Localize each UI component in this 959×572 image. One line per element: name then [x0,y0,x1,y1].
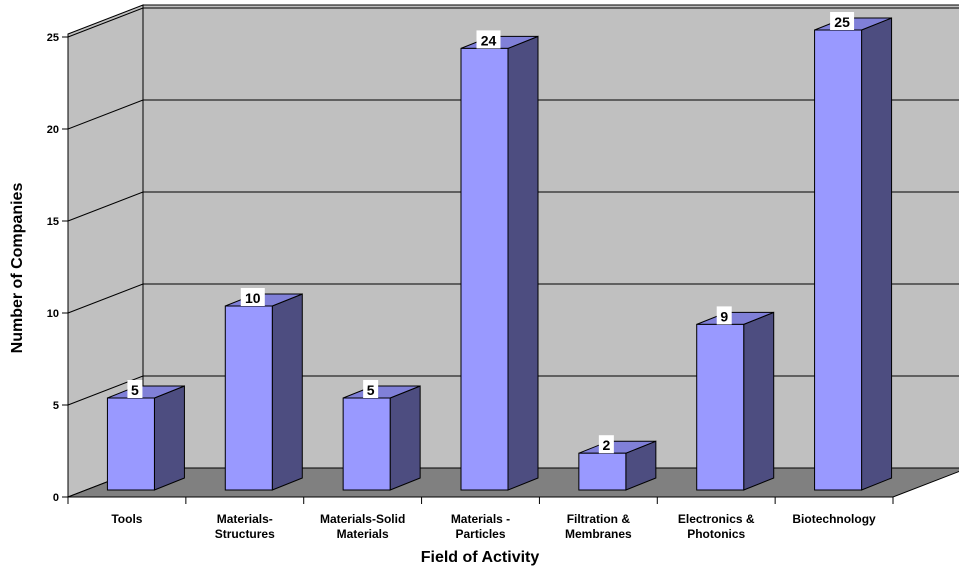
y-axis-title: Number of Companies [9,183,26,354]
data-label-text: 10 [245,290,261,306]
gridline [67,99,959,130]
bar-side [389,385,421,491]
category-label: Materials -Particles [451,512,510,541]
data-label-box [240,288,265,306]
bar-front [696,323,745,491]
data-label-box [476,30,501,49]
data-label: 25 [830,12,855,30]
bar-front [106,397,155,491]
data-label: 24 [476,30,501,49]
data-label-box [716,306,732,325]
data-label-box [127,380,143,398]
data-label-text: 24 [481,32,497,48]
bar [696,311,775,491]
category-label: Filtration & Membranes [565,512,632,541]
gridline [67,7,959,38]
category-label: Electronics & Photonics [678,512,755,541]
x-axis: Tools Materials-Structures Materials-Solid… [67,496,894,541]
data-label-text: 25 [834,14,850,30]
data-label-box [830,12,855,30]
bar [814,17,893,491]
category-label: Materials-Solid Materials [320,512,405,541]
data-label-text: 5 [367,382,375,398]
category-label: Materials-Structures [215,512,275,541]
y-tick-label: 0 [53,492,59,504]
y-tick-label: 15 [47,216,59,228]
bars [106,17,893,491]
y-tick-label: 10 [47,308,59,320]
bar-front [460,47,509,491]
data-label: 10 [240,288,265,306]
data-label-box [598,435,614,454]
bar-front [224,305,273,491]
bar-front [814,29,863,491]
gridlines [67,7,959,406]
y-tick-label: 25 [47,32,59,44]
data-label: 5 [127,380,143,398]
data-label: 9 [716,306,732,325]
y-tick-label: 20 [47,124,59,136]
data-label-text: 2 [602,437,610,453]
data-label-text: 5 [131,382,139,398]
y-tick-label: 5 [53,400,59,412]
category-label: Tools [111,512,142,526]
data-labels: 5 10 5 24 2 9 25 [127,12,855,454]
bar [224,293,303,491]
gridline [67,283,959,314]
bar-side [743,311,775,491]
gridline [67,375,959,406]
data-label: 5 [363,380,379,398]
bar-front [578,452,627,491]
bar-side [507,35,539,491]
bar [106,385,185,491]
bar-side [153,385,185,491]
data-label-text: 9 [720,308,728,324]
bar-front [342,397,391,491]
data-label: 2 [598,435,614,454]
bar [460,35,539,491]
bar-side [861,17,893,491]
y-axis: 0 5 10 15 20 25 [47,32,69,504]
data-label-box [363,380,379,398]
category-label: Biotechnology [792,512,876,526]
gridline [67,191,959,222]
bar [578,440,657,491]
bar-side [271,293,303,491]
x-axis-title: Field of Activity [421,549,540,566]
bar [342,385,421,491]
